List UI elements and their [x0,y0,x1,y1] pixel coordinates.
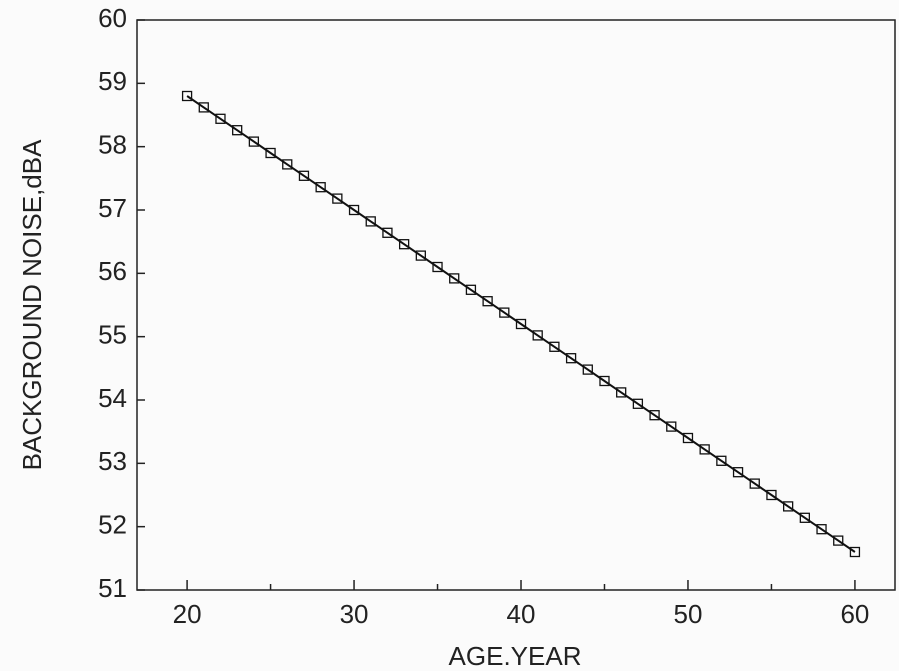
marker [382,227,393,238]
marker [198,102,209,113]
y-axis-label: BACKGROUND NOISE,dBA [17,139,47,471]
marker [432,261,443,273]
marker [282,159,293,170]
marker [632,398,644,409]
y-tick-label: 56 [98,256,127,286]
y-tick-label: 57 [98,193,127,223]
series-line [186,95,856,553]
marker [649,410,660,421]
marker [398,239,410,250]
marker [766,489,777,501]
marker [499,307,510,318]
y-tick-label: 60 [98,3,127,33]
marker [549,341,560,352]
marker [849,546,861,558]
marker [232,125,243,136]
marker [716,455,727,466]
x-tick-label: 50 [674,599,703,629]
marker [565,353,577,364]
x-tick-label: 60 [840,599,869,629]
y-tick-label: 55 [98,320,127,350]
x-tick-label: 20 [173,599,202,629]
x-tick-label: 30 [340,599,369,629]
marker [682,432,694,444]
y-tick-label: 52 [98,510,127,540]
x-tick-label: 40 [507,599,536,629]
marker [215,113,226,124]
marker [616,387,627,398]
marker [666,421,677,432]
marker [732,467,744,478]
marker [482,296,493,307]
marker [248,136,260,147]
marker [265,147,276,159]
marker [415,250,426,261]
marker [181,90,193,102]
marker [515,318,527,330]
marker [298,170,310,181]
marker [749,478,760,489]
marker [532,330,543,341]
marker [816,524,827,535]
marker [449,273,460,284]
marker [465,284,477,295]
y-tick-label: 51 [98,573,127,603]
marker [332,193,343,204]
y-tick-label: 54 [98,383,127,413]
y-tick-label: 58 [98,130,127,160]
y-tick-label: 59 [98,66,127,96]
x-axis-label: AGE.YEAR [449,641,582,671]
marker [782,501,794,512]
y-tick-label: 53 [98,446,127,476]
marker [348,204,360,216]
marker [599,375,610,387]
plot-frame [136,19,896,591]
marker [833,535,844,546]
marker [699,444,710,455]
marker [315,182,326,193]
marker [365,216,376,227]
marker [799,512,810,523]
marker [582,364,593,375]
